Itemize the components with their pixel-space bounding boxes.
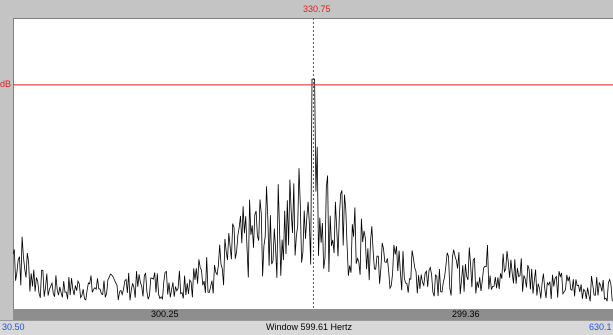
window-range-bar	[0, 320, 613, 335]
window-width-label: Window 599.61 Hertz	[265, 322, 353, 332]
selection-bar[interactable]	[13, 309, 613, 320]
top-ruler	[0, 0, 613, 18]
window-end-label: 630.1	[589, 322, 612, 332]
spectrum-signal-line	[13, 78, 613, 302]
left-ruler	[0, 18, 13, 309]
spectrum-plot[interactable]	[13, 18, 613, 309]
cursor-frequency-label: 330.75	[303, 4, 331, 14]
window-start-label: 30.50	[2, 322, 25, 332]
cursor-level-label: dB	[0, 79, 12, 89]
selection-right-label: 299.36	[452, 309, 480, 319]
selection-left-label: 300.25	[151, 309, 179, 319]
